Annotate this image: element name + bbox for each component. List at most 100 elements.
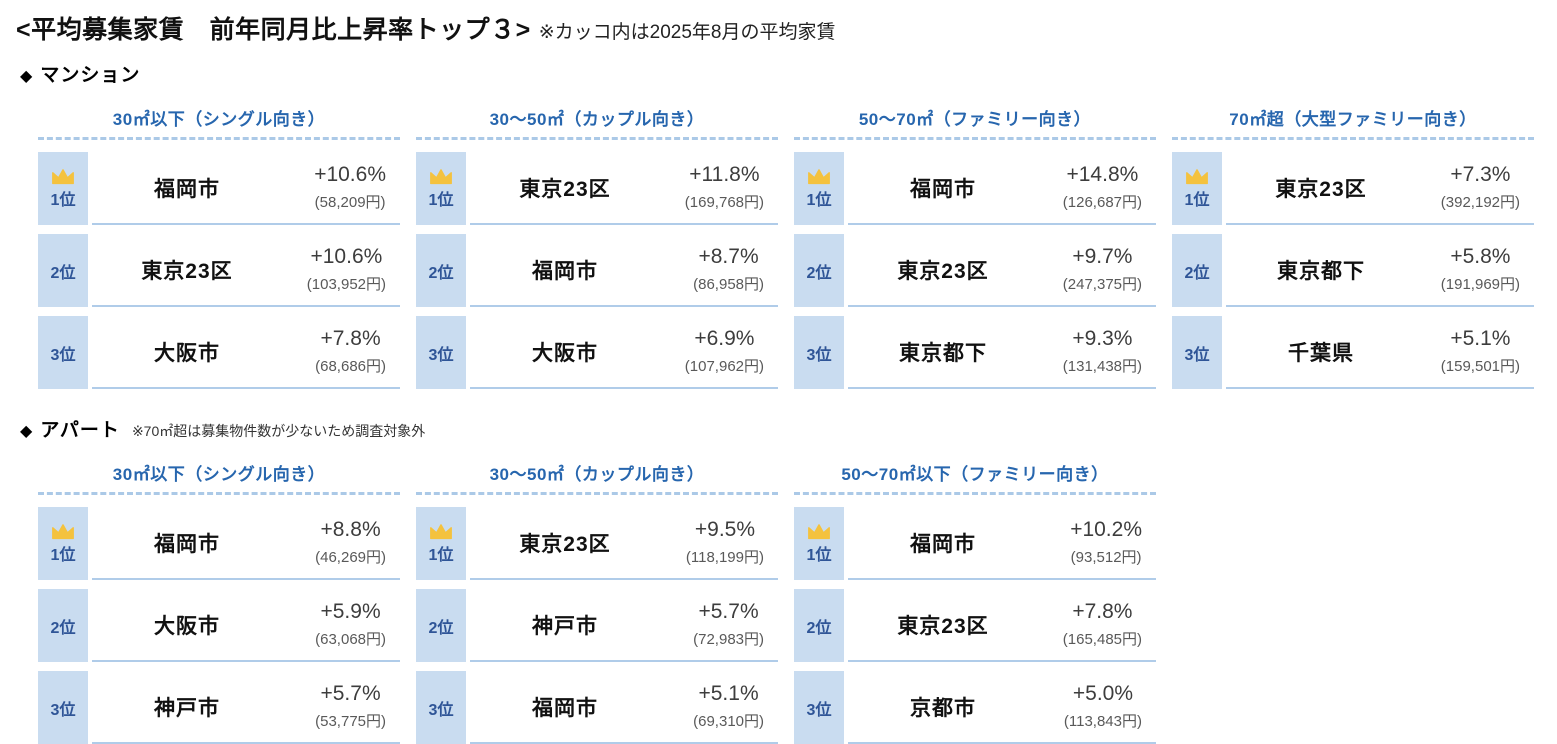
ranking-row: 1位 福岡市 +8.8% (46,269円) (38, 507, 400, 580)
rank-label: 3位 (806, 346, 832, 364)
rank-label: 2位 (428, 619, 454, 637)
rank-badge: 3位 (38, 316, 88, 389)
pct-change: +9.7% (1072, 245, 1133, 268)
pct-change: +5.0% (1072, 682, 1134, 705)
city-name: 大阪市 (154, 341, 220, 365)
pct-change: +10.6% (310, 245, 383, 268)
page-title: <平均募集家賃 前年同月比上昇率トップ３> (16, 16, 531, 44)
value-block: +5.1% (159,501円) (1441, 327, 1520, 376)
rank-label: 2位 (1184, 264, 1210, 282)
city-name: 東京都下 (1277, 259, 1365, 283)
section-note: ※70㎡超は募集物件数が少ないため調査対象外 (131, 423, 426, 439)
rank-label: 2位 (50, 264, 76, 282)
avg-rent: (118,199円) (685, 549, 764, 566)
city-name: 東京23区 (519, 532, 611, 556)
row-content: 福岡市 +5.1% (69,310円) (470, 671, 778, 744)
section: ◆ マンション 30㎡以下（シングル向き） 1位 福岡市 +10.6% (58,… (16, 60, 1557, 389)
rank-label: 3位 (50, 346, 76, 364)
section-header: ◆ アパート ※70㎡超は募集物件数が少ないため調査対象外 (20, 415, 1557, 442)
value-block: +10.6% (58,209円) (314, 163, 386, 212)
rank-label: 1位 (428, 191, 454, 209)
avg-rent: (103,952円) (306, 276, 386, 293)
column-header: 30㎡以下（シングル向き） (38, 105, 400, 140)
value-block: +5.7% (53,775円) (315, 682, 386, 731)
column-header: 30㎡以下（シングル向き） (38, 460, 400, 495)
column-header: 30～50㎡（カップル向き） (416, 460, 778, 495)
ranking-row: 1位 福岡市 +10.6% (58,209円) (38, 152, 400, 225)
ranking-row: 3位 福岡市 +5.1% (69,310円) (416, 671, 778, 744)
value-block: +11.8% (169,768円) (685, 163, 764, 212)
ranking-rows: 1位 福岡市 +14.8% (126,687円) 2位 東京23区 +9.7% … (794, 152, 1156, 389)
page-title-note: ※カッコ内は2025年8月の平均家賃 (538, 22, 836, 43)
rank-label: 1位 (50, 546, 76, 564)
rank-badge: 3位 (1172, 316, 1222, 389)
value-block: +7.8% (68,686円) (315, 327, 386, 376)
city-name: 千葉県 (1288, 341, 1354, 365)
rank-badge: 3位 (416, 671, 466, 744)
pct-change: +14.8% (1066, 163, 1139, 186)
avg-rent: (46,269円) (315, 549, 386, 566)
city-name: 神戸市 (532, 614, 598, 638)
avg-rent: (63,068円) (315, 631, 386, 648)
row-content: 神戸市 +5.7% (72,983円) (470, 589, 778, 662)
pct-change: +5.1% (698, 682, 759, 705)
column-header: 50～70㎡以下（ファミリー向き） (794, 460, 1156, 495)
section: ◆ アパート ※70㎡超は募集物件数が少ないため調査対象外 30㎡以下（シングル… (16, 415, 1557, 744)
ranking-row: 2位 神戸市 +5.7% (72,983円) (416, 589, 778, 662)
pct-change: +7.8% (320, 327, 381, 350)
city-name: 福岡市 (532, 259, 598, 283)
value-block: +9.7% (247,375円) (1063, 245, 1142, 294)
city-name: 福岡市 (154, 177, 220, 201)
ranking-row: 3位 東京都下 +9.3% (131,438円) (794, 316, 1156, 389)
value-block: +5.9% (63,068円) (315, 600, 386, 649)
row-content: 東京23区 +7.8% (165,485円) (848, 589, 1156, 662)
avg-rent: (107,962円) (684, 358, 764, 375)
value-block: +5.1% (69,310円) (693, 682, 764, 731)
avg-rent: (247,375円) (1062, 276, 1142, 293)
row-content: 東京23区 +11.8% (169,768円) (470, 152, 778, 225)
city-name: 福岡市 (910, 177, 976, 201)
row-content: 福岡市 +14.8% (126,687円) (848, 152, 1156, 225)
pct-change: +7.8% (1072, 600, 1133, 623)
ranking-row: 3位 千葉県 +5.1% (159,501円) (1172, 316, 1534, 389)
avg-rent: (113,843円) (1063, 713, 1142, 730)
ranking-row: 3位 大阪市 +7.8% (68,686円) (38, 316, 400, 389)
value-block: +8.7% (86,958円) (693, 245, 764, 294)
avg-rent: (72,983円) (693, 631, 764, 648)
avg-rent: (58,209円) (314, 194, 386, 211)
diamond-bullet-icon: ◆ (20, 68, 33, 85)
column-header: 30～50㎡（カップル向き） (416, 105, 778, 140)
value-block: +5.0% (113,843円) (1064, 682, 1142, 731)
rank-label: 3位 (1184, 346, 1210, 364)
crown-icon (1186, 168, 1208, 184)
avg-rent: (86,958円) (693, 276, 764, 293)
value-block: +5.7% (72,983円) (693, 600, 764, 649)
size-category-column: 30㎡以下（シングル向き） 1位 福岡市 +10.6% (58,209円) 2位… (38, 105, 400, 389)
value-block: +8.8% (46,269円) (315, 518, 386, 567)
ranking-rows: 1位 東京23区 +7.3% (392,192円) 2位 東京都下 +5.8% … (1172, 152, 1534, 389)
avg-rent: (169,768円) (684, 194, 764, 211)
ranking-row: 1位 東京23区 +7.3% (392,192円) (1172, 152, 1534, 225)
city-name: 東京都下 (899, 341, 987, 365)
pct-change: +5.8% (1450, 245, 1511, 268)
avg-rent: (165,485円) (1062, 631, 1142, 648)
ranking-grid: 30㎡以下（シングル向き） 1位 福岡市 +10.6% (58,209円) 2位… (38, 105, 1557, 389)
city-name: 福岡市 (532, 696, 598, 720)
size-category-column: 30～50㎡（カップル向き） 1位 東京23区 +11.8% (169,768円… (416, 105, 778, 389)
section-label: アパート (40, 420, 120, 441)
rank-badge: 1位 (794, 152, 844, 225)
pct-change: +5.7% (698, 600, 759, 623)
rank-badge: 2位 (794, 234, 844, 307)
value-block: +9.3% (131,438円) (1063, 327, 1142, 376)
rank-label: 3位 (428, 701, 454, 719)
size-category-column: 50～70㎡（ファミリー向き） 1位 福岡市 +14.8% (126,687円)… (794, 105, 1156, 389)
pct-change: +9.5% (694, 518, 756, 541)
avg-rent: (53,775円) (315, 713, 386, 730)
avg-rent: (69,310円) (693, 713, 764, 730)
ranking-row: 1位 福岡市 +14.8% (126,687円) (794, 152, 1156, 225)
crown-icon (52, 168, 74, 184)
rank-label: 3位 (428, 346, 454, 364)
city-name: 福岡市 (154, 532, 220, 556)
rank-badge: 2位 (416, 234, 466, 307)
ranking-row: 1位 東京23区 +11.8% (169,768円) (416, 152, 778, 225)
